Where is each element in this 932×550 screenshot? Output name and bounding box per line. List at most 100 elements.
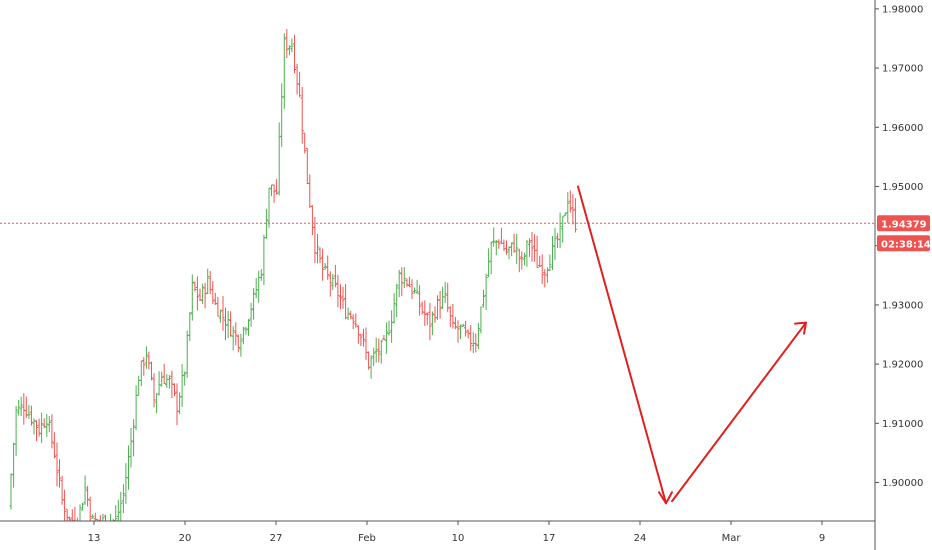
candle (295, 63, 299, 95)
candle (149, 361, 154, 381)
candle (162, 363, 166, 384)
candle (367, 351, 371, 370)
candle (458, 324, 463, 339)
price-tick-label: 1.97000 (882, 64, 923, 75)
candle (448, 306, 452, 328)
candle (354, 313, 358, 328)
candle (328, 271, 332, 297)
candle (83, 475, 87, 505)
candle (563, 212, 567, 217)
candle (185, 330, 189, 378)
candle (157, 371, 161, 396)
candle (78, 504, 82, 522)
candle (456, 320, 460, 343)
candle (144, 346, 148, 369)
candle (175, 383, 179, 426)
candle (392, 293, 396, 324)
candle (443, 281, 447, 304)
candle (308, 174, 312, 209)
candle (379, 339, 383, 364)
candle (313, 216, 317, 263)
candle (515, 234, 519, 265)
candle (349, 310, 353, 320)
candle (469, 325, 473, 351)
candle (188, 312, 192, 341)
candle (489, 241, 493, 275)
candle (338, 284, 343, 310)
candle (402, 267, 406, 288)
candle (331, 273, 335, 290)
time-tick-label: 17 (543, 533, 556, 544)
candle (68, 516, 72, 521)
candle (246, 319, 251, 336)
candle (223, 307, 228, 341)
candle (556, 233, 560, 248)
candle (180, 364, 184, 407)
candle (438, 291, 442, 319)
candle (259, 269, 263, 281)
candle (543, 269, 547, 288)
candle (441, 286, 445, 310)
candle (566, 192, 570, 223)
candle (369, 355, 373, 379)
price-tick-label: 1.93000 (882, 300, 923, 311)
candle (27, 404, 31, 419)
time-tick-label: Mar (722, 533, 742, 544)
candle (361, 328, 366, 347)
candle (553, 227, 557, 260)
candle (116, 499, 120, 521)
candle (323, 263, 327, 270)
candle (101, 513, 105, 522)
candle (234, 322, 238, 346)
candle (494, 239, 498, 256)
candle (239, 333, 243, 357)
candle (216, 296, 220, 317)
candle (190, 274, 194, 321)
candle (423, 300, 427, 326)
candle (520, 251, 524, 270)
candle (124, 463, 128, 504)
time-tick-label: 9 (819, 533, 825, 544)
candle (45, 414, 49, 437)
candle (172, 383, 177, 397)
time-tick-label: 24 (634, 533, 647, 544)
candle (262, 234, 266, 286)
candle (22, 393, 26, 425)
price-tick-label: 1.91000 (882, 419, 923, 430)
candle (471, 332, 475, 353)
price-tick-label: 1.92000 (882, 360, 923, 371)
candle (211, 281, 215, 304)
candle (147, 351, 151, 370)
candle (126, 445, 131, 490)
candle (198, 288, 202, 301)
candle (382, 335, 386, 341)
price-tick-label: 1.95000 (882, 182, 923, 193)
candle (12, 442, 16, 488)
candle (372, 347, 376, 367)
candle (507, 246, 511, 260)
candle (395, 283, 399, 317)
candle (430, 311, 434, 336)
candle (479, 306, 483, 334)
candle (522, 252, 526, 266)
candle (269, 184, 274, 197)
candle (282, 33, 286, 109)
candle (280, 83, 284, 147)
candle (249, 302, 253, 327)
candle (109, 513, 113, 522)
candle (433, 306, 437, 323)
time-tick-label: 27 (270, 533, 283, 544)
candle (287, 45, 291, 56)
candle (499, 227, 503, 244)
candle (530, 232, 534, 262)
current-price-tag-bg (877, 215, 930, 232)
candle (229, 311, 233, 337)
candle (300, 87, 304, 144)
candle (201, 283, 205, 305)
candle (305, 147, 309, 185)
candle (98, 515, 102, 522)
projection-up-line (671, 321, 807, 503)
candle (183, 371, 187, 386)
candle (407, 276, 411, 288)
